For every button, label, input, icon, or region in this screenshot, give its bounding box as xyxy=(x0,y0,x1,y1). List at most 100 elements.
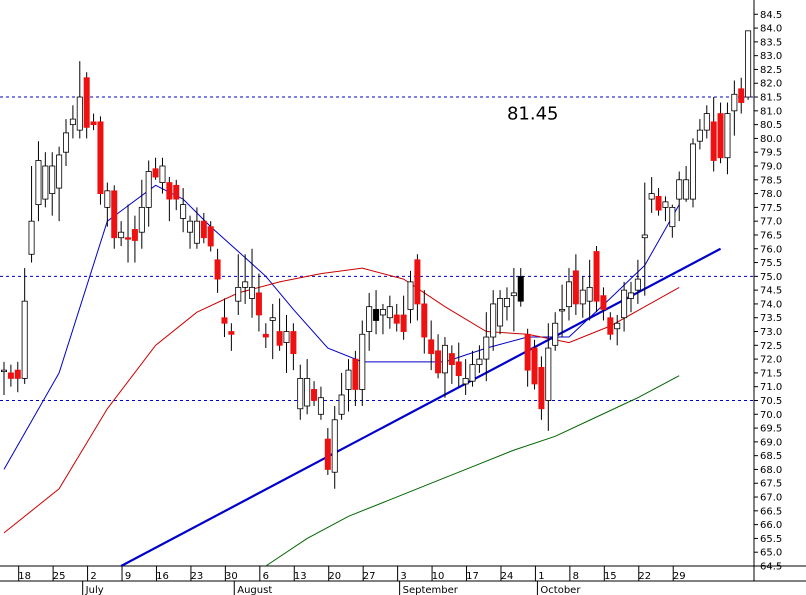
candle-body xyxy=(214,259,221,280)
candle-body xyxy=(531,347,538,385)
candle-body xyxy=(173,184,180,200)
price-annotation: 81.45 xyxy=(507,104,559,125)
candle-body xyxy=(552,322,559,346)
candle-body xyxy=(559,309,566,312)
candle-body xyxy=(56,154,63,189)
candle-body xyxy=(641,234,648,239)
candle xyxy=(193,207,200,249)
y-tick-label: 79.5 xyxy=(760,148,782,159)
y-tick-label: 68.5 xyxy=(760,451,782,462)
plot-area xyxy=(0,6,754,566)
x-tick-label: 8 xyxy=(573,571,579,582)
candle-body xyxy=(14,369,21,379)
candle xyxy=(255,273,262,332)
y-tick-label: 82.0 xyxy=(760,79,782,90)
candle xyxy=(331,406,338,489)
candle-body xyxy=(717,113,724,159)
month-label: August xyxy=(237,585,272,595)
candle-body xyxy=(393,314,400,324)
y-tick-label: 75.5 xyxy=(760,258,782,269)
y-tick-label: 75.0 xyxy=(760,272,782,283)
candle-body xyxy=(745,30,752,98)
candle-body xyxy=(407,281,414,310)
candle xyxy=(317,386,324,420)
candle-body xyxy=(28,220,35,255)
candle-body xyxy=(90,121,97,126)
candle xyxy=(104,182,111,227)
candle-body xyxy=(131,229,138,241)
x-tick-label: 10 xyxy=(432,571,445,582)
candle xyxy=(138,179,145,249)
x-tick-label: 27 xyxy=(363,571,376,582)
candle-body xyxy=(710,121,717,161)
y-tick-label: 71.5 xyxy=(760,368,782,379)
candle xyxy=(600,287,607,321)
candle xyxy=(421,290,428,354)
candle-body xyxy=(476,358,483,366)
candle-body xyxy=(738,88,745,103)
candle xyxy=(159,157,166,194)
candle xyxy=(662,196,669,222)
candle xyxy=(469,350,476,387)
candle-body xyxy=(111,190,118,239)
candle-body xyxy=(42,165,49,200)
y-tick-label: 74.0 xyxy=(760,299,782,310)
candle-body xyxy=(125,237,132,240)
candle xyxy=(56,146,63,222)
candle xyxy=(290,323,297,371)
candle-body xyxy=(538,366,545,410)
candle-body xyxy=(0,369,7,373)
candle xyxy=(745,30,752,100)
candle xyxy=(180,188,187,233)
y-tick-label: 76.0 xyxy=(760,244,782,255)
candle-body xyxy=(510,292,517,297)
candle xyxy=(441,337,448,398)
x-tick-label: 16 xyxy=(156,571,169,582)
candle xyxy=(483,312,490,382)
y-tick-label: 70.0 xyxy=(760,410,782,421)
y-tick-label: 79.0 xyxy=(760,162,782,173)
candle xyxy=(214,248,221,293)
candle-body xyxy=(703,113,710,131)
candle-body xyxy=(441,344,448,374)
candle-body xyxy=(35,160,42,206)
x-tick-label: 1 xyxy=(538,571,544,582)
y-tick-label: 83.5 xyxy=(760,37,782,48)
y-tick-label: 65.0 xyxy=(760,548,782,559)
y-tick-label: 65.5 xyxy=(760,534,782,545)
candle xyxy=(648,177,655,213)
candle-body xyxy=(490,303,497,338)
x-tick-label: 23 xyxy=(191,571,204,582)
y-tick-label: 73.5 xyxy=(760,313,782,324)
candle xyxy=(524,328,531,387)
candle-body xyxy=(683,179,690,200)
candle xyxy=(311,381,318,406)
candle-body xyxy=(69,118,76,126)
x-tick-label: 18 xyxy=(18,571,31,582)
candle xyxy=(703,105,710,139)
candle-body xyxy=(311,389,318,401)
candle xyxy=(497,290,504,335)
y-tick-label: 66.0 xyxy=(760,520,782,531)
candle-body xyxy=(614,322,621,330)
candle xyxy=(166,177,173,222)
candle xyxy=(462,359,469,395)
candle xyxy=(593,246,600,313)
candle xyxy=(379,303,386,335)
y-tick-label: 82.5 xyxy=(760,65,782,76)
candle-body xyxy=(690,143,697,200)
x-tick-label: 9 xyxy=(125,571,131,582)
candle xyxy=(49,152,56,216)
candle-body xyxy=(207,226,214,247)
candle xyxy=(35,141,42,222)
candle xyxy=(517,268,524,307)
candle-body xyxy=(221,317,228,324)
candle xyxy=(641,182,648,296)
candle xyxy=(235,254,242,315)
candle-body xyxy=(297,378,304,410)
x-tick-label: 30 xyxy=(225,571,238,582)
x-tick-label: 29 xyxy=(673,571,686,582)
candle-body xyxy=(262,333,269,338)
candle-body xyxy=(21,300,28,379)
